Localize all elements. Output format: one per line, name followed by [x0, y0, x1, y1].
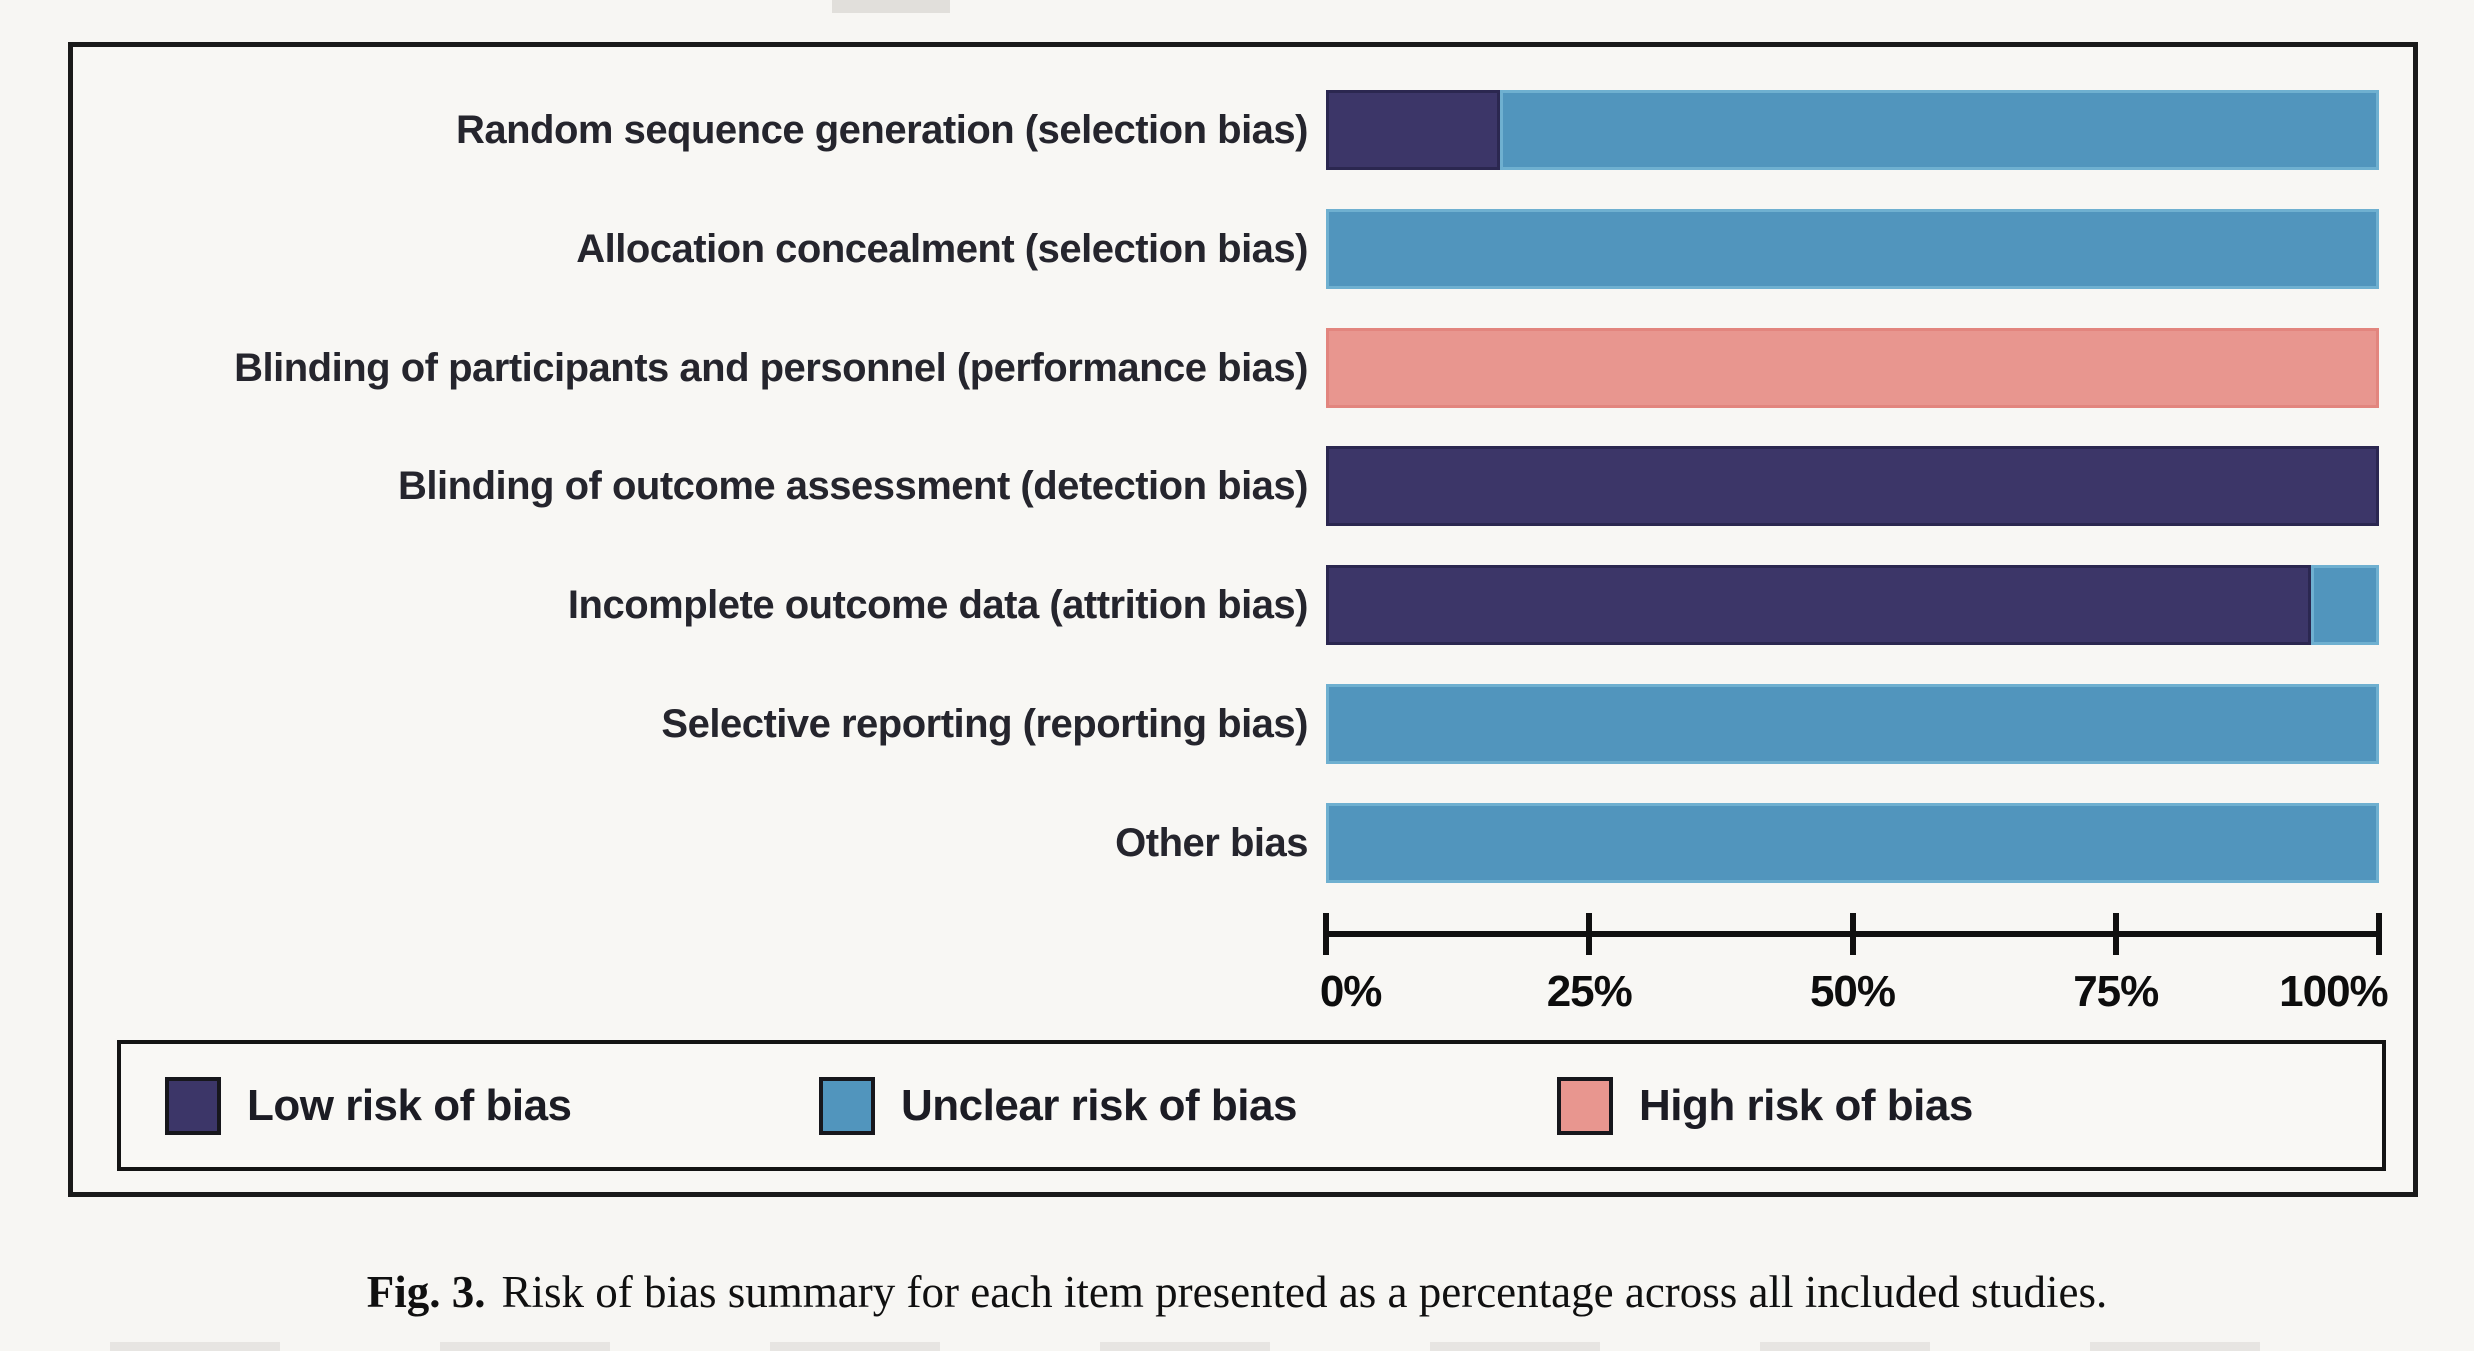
axis-tick-label: 0% — [1319, 967, 1383, 1016]
axis-tick — [1849, 913, 1856, 955]
category-label: Allocation concealment (selection bias) — [576, 226, 1308, 271]
category-label: Selective reporting (reporting bias) — [661, 701, 1308, 746]
bar-segment-unclear-risk — [2310, 565, 2379, 646]
axis-tick — [1586, 913, 1593, 955]
category-label: Random sequence generation (selection bi… — [455, 108, 1309, 152]
x-axis: 0% 25% 50% 75% 100% — [1320, 909, 2389, 1079]
chart-row: Selective reporting (reporting bias) — [73, 683, 2413, 764]
scan-artifact — [832, 0, 950, 13]
legend-box: Low risk of bias Unclear risk of bias High… — [117, 1040, 2386, 1171]
bar-rows: Random sequence generation (selection bi… — [73, 90, 2413, 922]
bar-track — [1326, 446, 2379, 527]
legend-swatch-unclear-risk — [819, 1076, 875, 1135]
legend-item: Unclear risk of bias — [819, 1044, 1297, 1167]
chart-row: Incomplete outcome data (attrition bias) — [73, 565, 2413, 646]
figure-caption: Fig. 3. Risk of bias summary for each ite… — [0, 1266, 2474, 1318]
bar-segment-unclear-risk — [1326, 683, 2379, 764]
axis-tick-label: 100% — [2279, 967, 2389, 1016]
chart-row: Allocation concealment (selection bias) — [73, 208, 2413, 289]
bar-segment-unclear-risk — [1326, 208, 2379, 289]
scan-artifact — [110, 1342, 2360, 1351]
category-label: Incomplete outcome data (attrition bias) — [567, 583, 1309, 628]
legend-swatch-low-risk — [165, 1076, 221, 1135]
axis-tick-label: 25% — [1546, 967, 1633, 1016]
axis-tick — [1323, 913, 1329, 955]
bar-track — [1326, 90, 2379, 170]
legend-label: Unclear risk of bias — [901, 1080, 1297, 1130]
bar-segment-high-risk — [1326, 327, 2379, 408]
legend-label: Low risk of bias — [247, 1080, 572, 1130]
chart-row: Random sequence generation (selection bi… — [73, 90, 2413, 170]
chart-row: Blinding of participants and personnel (… — [73, 327, 2413, 408]
caption-text: Risk of bias summary for each item prese… — [501, 1267, 2108, 1317]
bar-segment-unclear-risk — [1499, 90, 2379, 170]
category-label: Blinding of outcome assessment (detectio… — [398, 464, 1308, 509]
chart-row: Other bias — [73, 802, 2413, 883]
bar-segment-unclear-risk — [1326, 802, 2379, 883]
bar-track — [1326, 565, 2379, 646]
category-label: Other bias — [1115, 820, 1308, 865]
bar-segment-low-risk — [1326, 565, 2311, 646]
axis-tick — [2376, 913, 2382, 955]
bar-track — [1326, 327, 2379, 408]
bar-track — [1326, 802, 2379, 883]
axis-tick-label: 50% — [1809, 967, 1896, 1016]
bar-track — [1326, 683, 2379, 764]
chart-row: Blinding of outcome assessment (detectio… — [73, 446, 2413, 527]
category-label: Blinding of participants and personnel (… — [234, 345, 1308, 390]
legend-item: Low risk of bias — [165, 1044, 572, 1167]
legend-label: High risk of bias — [1639, 1080, 1973, 1130]
legend-swatch-high-risk — [1557, 1076, 1613, 1135]
axis-tick — [2112, 913, 2119, 955]
caption-label: Fig. 3. — [366, 1267, 486, 1317]
bar-segment-low-risk — [1326, 446, 2379, 527]
legend-item: High risk of bias — [1557, 1044, 1973, 1167]
chart-frame: Random sequence generation (selection bi… — [68, 42, 2418, 1197]
axis-tick-label: 75% — [2073, 967, 2159, 1016]
bar-track — [1326, 208, 2379, 289]
bar-segment-low-risk — [1326, 90, 1500, 170]
